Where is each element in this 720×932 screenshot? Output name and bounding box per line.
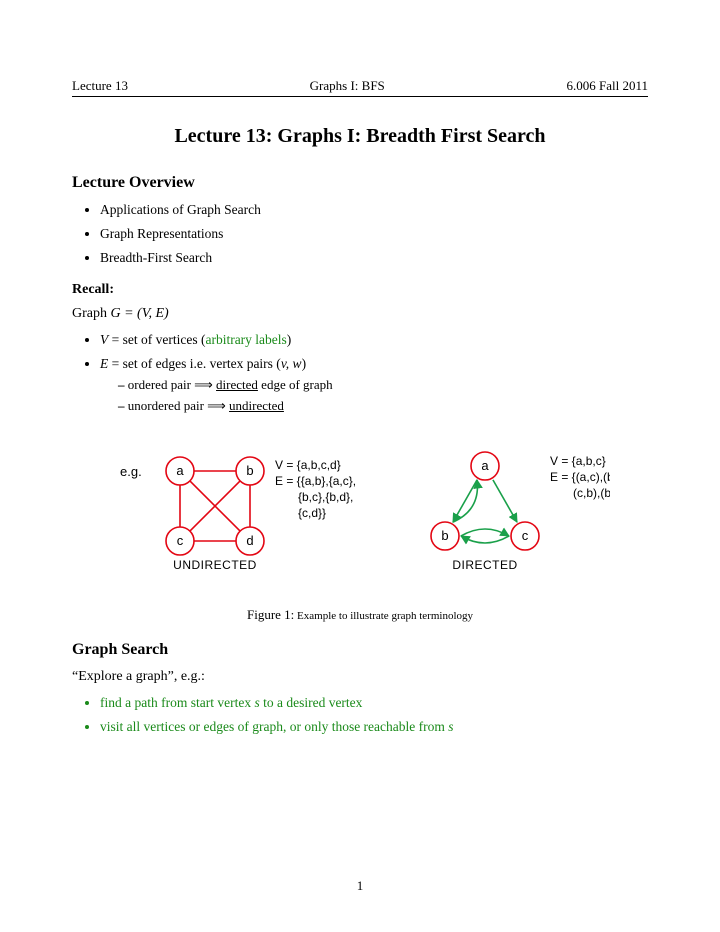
svg-text:E = {{a,b},{a,c},: E = {{a,b},{a,c}, — [275, 474, 356, 488]
svg-text:E = {(a,c),(b,c),: E = {(a,c),(b,c), — [550, 470, 610, 484]
svg-text:b: b — [441, 528, 448, 543]
text: ordered pair ⟹ — [128, 377, 216, 392]
text: to a desired vertex — [260, 695, 363, 710]
section-overview-heading: Lecture Overview — [72, 174, 648, 192]
recall-heading: Recall: — [72, 282, 648, 298]
list-item: Graph Representations — [100, 226, 648, 242]
overview-list: Applications of Graph Search Graph Repre… — [100, 202, 648, 266]
text: Graph — [72, 306, 111, 321]
caption-label: Figure 1: — [247, 607, 294, 622]
text: undirected — [229, 398, 284, 413]
svg-text:c: c — [177, 533, 184, 548]
list-item: Breadth-First Search — [100, 250, 648, 266]
svg-text:e.g.: e.g. — [120, 464, 142, 479]
svg-text:c: c — [522, 528, 529, 543]
math: s — [448, 719, 453, 734]
svg-text:{c,d}}: {c,d}} — [298, 506, 326, 520]
sub-list: ordered pair ⟹ directed edge of graph un… — [118, 377, 648, 414]
text: find a path from start vertex — [100, 695, 254, 710]
list-item: unordered pair ⟹ undirected — [118, 398, 648, 414]
graphsearch-list: find a path from start vertex s to a des… — [100, 695, 648, 735]
running-header: Lecture 13 Graphs I: BFS 6.006 Fall 2011 — [72, 78, 648, 97]
math: v, w — [281, 356, 302, 371]
svg-text:{b,c},{b,d},: {b,c},{b,d}, — [298, 490, 353, 504]
svg-text:b: b — [246, 463, 253, 478]
svg-text:(c,b),(b,a)}: (c,b),(b,a)} — [573, 486, 610, 500]
math: V — [100, 332, 108, 347]
text: unordered pair ⟹ — [128, 398, 229, 413]
list-item: ordered pair ⟹ directed edge of graph — [118, 377, 648, 393]
math: G = (V, E) — [111, 306, 169, 321]
figure-1: e.g. a b c d UNDIRECTED V = {a,b,c,d} E = {{a,b… — [72, 438, 648, 593]
header-center: Graphs I: BFS — [310, 78, 385, 94]
page-title: Lecture 13: Graphs I: Breadth First Sear… — [72, 125, 648, 148]
graph-terminology-diagram: e.g. a b c d UNDIRECTED V = {a,b,c,d} E = {{a,b… — [110, 438, 610, 588]
text: ) — [302, 356, 307, 371]
list-item: V = set of vertices (arbitrary labels) — [100, 332, 648, 348]
list-item: E = set of edges i.e. vertex pairs (v, w… — [100, 356, 648, 414]
text: = set of edges i.e. vertex pairs ( — [108, 356, 281, 371]
list-item: Applications of Graph Search — [100, 202, 648, 218]
svg-text:V = {a,b,c,d}: V = {a,b,c,d} — [275, 458, 341, 472]
list-item: find a path from start vertex s to a des… — [100, 695, 648, 711]
page-number: 1 — [0, 878, 720, 894]
header-left: Lecture 13 — [72, 78, 128, 94]
text: visit all vertices or edges of graph, or… — [100, 719, 448, 734]
text: edge of graph — [258, 377, 333, 392]
svg-text:V = {a,b,c}: V = {a,b,c} — [550, 454, 606, 468]
graph-definition: Graph G = (V, E) — [72, 306, 648, 322]
math: E — [100, 356, 108, 371]
recall-list: V = set of vertices (arbitrary labels) E… — [100, 332, 648, 414]
svg-text:UNDIRECTED: UNDIRECTED — [173, 558, 257, 572]
svg-text:DIRECTED: DIRECTED — [452, 558, 517, 572]
section-graphsearch-heading: Graph Search — [72, 641, 648, 659]
annotation: arbitrary labels — [205, 332, 286, 347]
svg-text:a: a — [481, 458, 489, 473]
svg-text:d: d — [246, 533, 253, 548]
text: ) — [287, 332, 292, 347]
text: = set of vertices ( — [108, 332, 205, 347]
page: Lecture 13 Graphs I: BFS 6.006 Fall 2011… — [0, 0, 720, 932]
graphsearch-intro: “Explore a graph”, e.g.: — [72, 669, 648, 685]
caption-text: Example to illustrate graph terminology — [294, 610, 473, 622]
svg-text:a: a — [176, 463, 184, 478]
header-right: 6.006 Fall 2011 — [566, 78, 648, 94]
list-item: visit all vertices or edges of graph, or… — [100, 719, 648, 735]
text: directed — [216, 377, 258, 392]
figure-caption: Figure 1: Example to illustrate graph te… — [72, 607, 648, 623]
